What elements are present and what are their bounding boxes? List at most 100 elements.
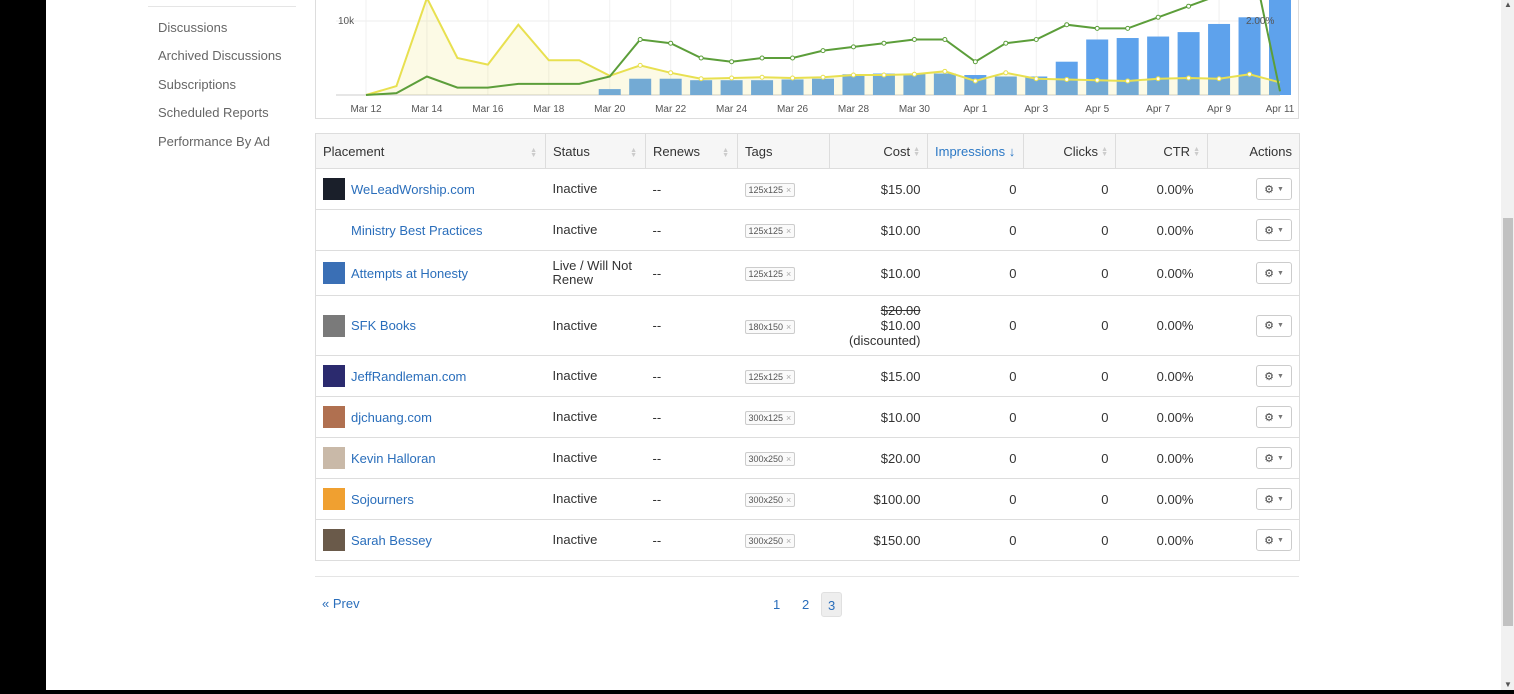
size-tag[interactable]: 125x125 × bbox=[744, 183, 796, 197]
cell-tags: 300x250 × bbox=[737, 478, 830, 520]
actions-dropdown-button[interactable]: ⚙ ▼ bbox=[1256, 365, 1292, 387]
cell-impressions: 0 bbox=[927, 396, 1024, 438]
cell-renews: -- bbox=[645, 396, 738, 438]
remove-tag-icon[interactable]: × bbox=[786, 454, 792, 464]
sort-icon: ▲ ▼ bbox=[1101, 146, 1108, 159]
cell-renews: -- bbox=[645, 355, 738, 397]
remove-tag-icon[interactable]: × bbox=[786, 413, 792, 423]
placement-thumbnail bbox=[323, 488, 345, 510]
size-tag-label: 125x125 bbox=[748, 185, 784, 195]
col-ctr[interactable]: CTR ▲ ▼ bbox=[1115, 133, 1208, 169]
actions-dropdown-button[interactable]: ⚙ ▼ bbox=[1256, 447, 1292, 469]
size-tag[interactable]: 300x125 × bbox=[744, 411, 796, 425]
chart-point bbox=[668, 40, 674, 46]
actions-dropdown-button[interactable]: ⚙ ▼ bbox=[1256, 529, 1292, 551]
chart-x-tick-label: Mar 24 bbox=[716, 104, 748, 115]
placement-link[interactable]: Sojourners bbox=[351, 491, 414, 507]
placement-link[interactable]: JeffRandleman.com bbox=[351, 368, 467, 384]
placement-link[interactable]: Kevin Halloran bbox=[351, 450, 436, 466]
chart-bar bbox=[781, 79, 804, 95]
scroll-down-arrow-icon[interactable]: ▼ bbox=[1504, 680, 1512, 689]
remove-tag-icon[interactable]: × bbox=[786, 185, 792, 195]
chart-point bbox=[1094, 77, 1100, 83]
chart-point bbox=[1033, 76, 1039, 82]
remove-tag-icon[interactable]: × bbox=[786, 372, 792, 382]
table-row: djchuang.com Inactive -- 300x125 × $10.00… bbox=[315, 396, 1300, 438]
placement-link[interactable]: Sarah Bessey bbox=[351, 532, 432, 548]
cell-ctr: 0.00% bbox=[1115, 295, 1208, 356]
cell-clicks: 0 bbox=[1023, 519, 1116, 561]
cell-ctr: 0.00% bbox=[1115, 168, 1208, 210]
size-tag[interactable]: 300x250 × bbox=[744, 493, 796, 507]
cell-status: Inactive bbox=[545, 168, 646, 210]
placement-thumbnail bbox=[323, 178, 345, 200]
cell-actions: ⚙ ▼ bbox=[1207, 396, 1300, 438]
chart-bar bbox=[872, 73, 895, 95]
actions-dropdown-button[interactable]: ⚙ ▼ bbox=[1256, 262, 1292, 284]
actions-dropdown-button[interactable]: ⚙ ▼ bbox=[1256, 314, 1292, 337]
chart-y-tick-label-right: 2.00% bbox=[1246, 16, 1274, 27]
page-link-1[interactable]: 1 bbox=[773, 597, 781, 612]
placement-thumbnail-empty bbox=[323, 219, 345, 241]
sidebar-item-scheduled-reports[interactable]: Scheduled Reports bbox=[158, 105, 269, 120]
size-tag[interactable]: 125x125 × bbox=[744, 224, 796, 238]
size-tag[interactable]: 125x125 × bbox=[744, 370, 796, 384]
chart-point bbox=[1125, 78, 1131, 84]
placement-thumbnail bbox=[323, 447, 345, 469]
cell-cost: $150.00 bbox=[829, 519, 928, 561]
page-link-2[interactable]: 2 bbox=[802, 597, 810, 612]
remove-tag-icon[interactable]: × bbox=[786, 269, 792, 279]
col-status[interactable]: Status ▲ ▼ bbox=[545, 133, 646, 169]
placement-link[interactable]: SFK Books bbox=[351, 318, 417, 333]
cell-tags: 180x150 × bbox=[737, 295, 830, 356]
actions-dropdown-button[interactable]: ⚙ ▼ bbox=[1256, 406, 1292, 428]
size-tag[interactable]: 300x250 × bbox=[744, 534, 796, 548]
cell-renews: -- bbox=[645, 250, 738, 296]
sidebar-item-performance-by-ad[interactable]: Performance By Ad bbox=[158, 134, 270, 149]
actions-dropdown-button[interactable]: ⚙ ▼ bbox=[1256, 178, 1292, 200]
size-tag[interactable]: 125x125 × bbox=[744, 267, 796, 281]
placement-link[interactable]: Attempts at Honesty bbox=[351, 265, 469, 281]
remove-tag-icon[interactable]: × bbox=[786, 536, 792, 546]
cell-impressions: 0 bbox=[927, 355, 1024, 397]
actions-dropdown-button[interactable]: ⚙ ▼ bbox=[1256, 488, 1292, 510]
prev-page-link[interactable]: « Prev bbox=[322, 596, 360, 611]
remove-tag-icon[interactable]: × bbox=[786, 495, 792, 505]
scroll-up-arrow-icon[interactable]: ▲ bbox=[1504, 0, 1512, 9]
placement-link[interactable]: WeLeadWorship.com bbox=[351, 181, 475, 197]
col-clicks[interactable]: Clicks ▲ ▼ bbox=[1023, 133, 1116, 169]
cell-placement: WeLeadWorship.com bbox=[315, 168, 546, 210]
remove-tag-icon[interactable]: × bbox=[786, 226, 792, 236]
chart-bar bbox=[994, 76, 1017, 95]
cost-value: $10.00 bbox=[880, 265, 921, 281]
chart-point bbox=[881, 40, 887, 46]
placement-link[interactable]: djchuang.com bbox=[351, 409, 432, 425]
col-impressions[interactable]: Impressions ↓ bbox=[927, 133, 1024, 169]
chart-bar bbox=[933, 73, 956, 95]
col-renews[interactable]: Renews ▲ ▼ bbox=[645, 133, 738, 169]
caret-down-icon: ▼ bbox=[1276, 413, 1284, 421]
sidebar-item-subscriptions[interactable]: Subscriptions bbox=[158, 77, 237, 92]
col-cost[interactable]: Cost ▲ ▼ bbox=[829, 133, 928, 169]
cell-actions: ⚙ ▼ bbox=[1207, 519, 1300, 561]
size-tag[interactable]: 180x150 × bbox=[744, 319, 796, 334]
col-cost-label: Cost bbox=[883, 143, 911, 159]
gear-icon: ⚙ bbox=[1264, 493, 1274, 506]
scrollbar-thumb[interactable] bbox=[1503, 218, 1513, 626]
placement-link[interactable]: Ministry Best Practices bbox=[351, 222, 483, 238]
size-tag[interactable]: 300x250 × bbox=[744, 452, 796, 466]
sidebar-item-discussions[interactable]: Discussions bbox=[158, 20, 228, 35]
sidebar-item-archived-discussions[interactable]: Archived Discussions bbox=[158, 48, 282, 63]
page-link-3[interactable]: 3 bbox=[821, 592, 843, 617]
chart-x-tick-label: Apr 7 bbox=[1146, 104, 1170, 115]
actions-dropdown-button[interactable]: ⚙ ▼ bbox=[1256, 219, 1292, 241]
chart-point bbox=[1186, 3, 1192, 9]
chart-x-tick-label: Apr 9 bbox=[1207, 104, 1231, 115]
col-placement[interactable]: Placement ▲ ▼ bbox=[315, 133, 546, 169]
chart-bar bbox=[1177, 32, 1200, 95]
remove-tag-icon[interactable]: × bbox=[786, 321, 792, 332]
cell-cost: $10.00 bbox=[829, 209, 928, 251]
cell-actions: ⚙ ▼ bbox=[1207, 209, 1300, 251]
cost-value: $10.00 bbox=[880, 318, 921, 333]
chart-x-tick-label: Apr 11 bbox=[1266, 104, 1295, 115]
